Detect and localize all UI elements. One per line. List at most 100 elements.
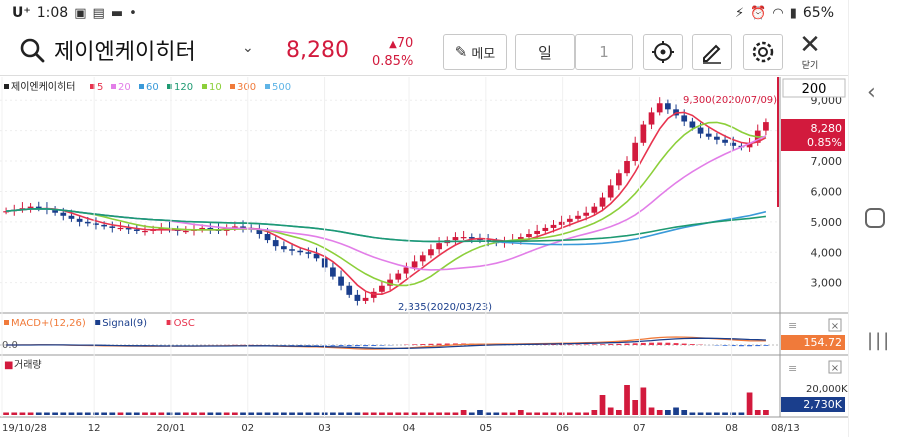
macd-value-tag <box>781 335 845 350</box>
macd-close-button[interactable] <box>828 318 842 332</box>
candle-body <box>705 133 712 137</box>
legend-swatch <box>265 84 270 89</box>
volume-bar <box>387 412 393 415</box>
volume-bar <box>379 412 385 415</box>
volume-close-button[interactable] <box>828 360 842 374</box>
change-amount: 70 <box>396 36 414 51</box>
macd-legend: MACD+(12,26) Signal(9) OSC <box>4 318 195 329</box>
volume-bar <box>109 412 116 415</box>
x-tick-label: 06 <box>556 423 569 434</box>
current-price-tag-pct: 0.85% <box>807 136 842 149</box>
candle-body <box>84 221 91 224</box>
volume-bar <box>297 412 304 415</box>
candle-body <box>526 234 532 238</box>
period-number: 1 <box>599 43 609 61</box>
mute-icon: ⚡ <box>735 5 745 21</box>
candle-body <box>730 142 737 146</box>
volume-bar <box>509 412 516 415</box>
volume-bar <box>76 412 83 415</box>
volume-bar <box>673 407 679 415</box>
y-tick-label: 5,000 <box>811 216 843 229</box>
macd-legend-item: MACD+(12,26) <box>11 318 86 329</box>
candle-body <box>411 261 418 268</box>
volume-tick-label: 20,000K <box>806 384 848 395</box>
volume-bar <box>272 412 279 415</box>
candle-body <box>313 253 320 259</box>
stock-search[interactable]: 제이엔케이히터 <box>18 34 196 66</box>
volume-bar <box>362 412 369 415</box>
macd-legend-item: OSC <box>174 318 195 329</box>
candle-body <box>632 142 639 162</box>
volume-bar <box>591 410 598 415</box>
x-tick-label: 20/01 <box>157 423 186 434</box>
volume-bar <box>370 412 377 415</box>
macd-legend-swatch <box>4 320 9 325</box>
volume-bar <box>550 412 557 415</box>
volume-menu-icon[interactable]: ≡ <box>788 362 797 375</box>
candle-body <box>599 197 606 207</box>
x-tick-label: 04 <box>403 423 416 434</box>
macd-legend-swatch <box>95 320 101 325</box>
battery-label: 65% <box>802 5 834 21</box>
settings-button[interactable] <box>743 34 783 70</box>
period-number-input[interactable]: 1 <box>575 34 633 70</box>
period-select[interactable]: 일 <box>515 34 575 70</box>
volume-bar <box>656 410 663 415</box>
volume-bar <box>730 412 737 415</box>
candle-body <box>575 215 581 219</box>
close-icon: × <box>831 321 839 332</box>
candle-body <box>558 221 565 225</box>
volume-bar <box>35 412 42 415</box>
candle-body <box>452 237 459 241</box>
candle-body <box>27 206 34 209</box>
candle-body <box>648 112 655 125</box>
crosshair-button[interactable] <box>643 34 683 70</box>
candle-body <box>264 234 271 241</box>
volume-bar <box>689 412 696 415</box>
candle-body <box>346 285 353 295</box>
legend-item: 120 <box>174 82 193 93</box>
home-icon[interactable] <box>865 208 885 228</box>
macd-legend-item: Signal(9) <box>102 318 147 329</box>
draw-button[interactable] <box>692 34 732 70</box>
volume-bar <box>648 407 655 415</box>
volume-bar <box>256 412 263 415</box>
candle-body <box>60 212 67 216</box>
volume-bar <box>338 412 344 415</box>
volume-bars <box>3 385 769 415</box>
macd-value: 154.72 <box>804 336 843 349</box>
macd-menu-icon[interactable]: ≡ <box>788 319 797 332</box>
close-button[interactable]: ✕ 닫기 <box>792 32 828 71</box>
volume-bar <box>305 412 312 415</box>
y-tick-label: 6,000 <box>811 185 843 198</box>
date-axis: 19/10/28 12 20/01 02 03 04 05 06 07 08 08/13 <box>1 77 800 434</box>
recent-apps-icon[interactable]: ||| <box>867 330 892 351</box>
volume-bar <box>566 412 573 415</box>
candle-body <box>281 246 287 250</box>
volume-bar <box>493 412 500 415</box>
candle-body <box>468 237 475 239</box>
volume-bar <box>330 412 336 415</box>
candle-body <box>338 276 344 286</box>
volume-bar <box>468 412 475 415</box>
back-icon[interactable]: ‹ <box>867 80 876 105</box>
volume-bar <box>240 412 246 415</box>
volume-bar <box>174 412 181 415</box>
count-box[interactable] <box>782 78 846 98</box>
volume-bar <box>640 387 647 415</box>
memo-button[interactable]: ✎ 메모 <box>443 34 507 70</box>
chart-legend: 제이엔케이히터 5 20 60 120 10 300 500 <box>4 81 291 93</box>
volume-bar <box>215 412 222 415</box>
chevron-down-icon[interactable]: ⌄ <box>242 40 254 56</box>
legend-item: 5 <box>97 82 103 93</box>
volume-bar <box>763 410 769 415</box>
volume-bar <box>697 412 704 415</box>
volume-bar <box>289 412 295 415</box>
candle-body <box>566 218 573 222</box>
macd-legend-swatch <box>166 320 172 325</box>
legend-swatch <box>139 84 144 89</box>
chart-grid <box>0 99 780 284</box>
candle-body <box>117 227 124 230</box>
volume-bar <box>3 412 9 415</box>
